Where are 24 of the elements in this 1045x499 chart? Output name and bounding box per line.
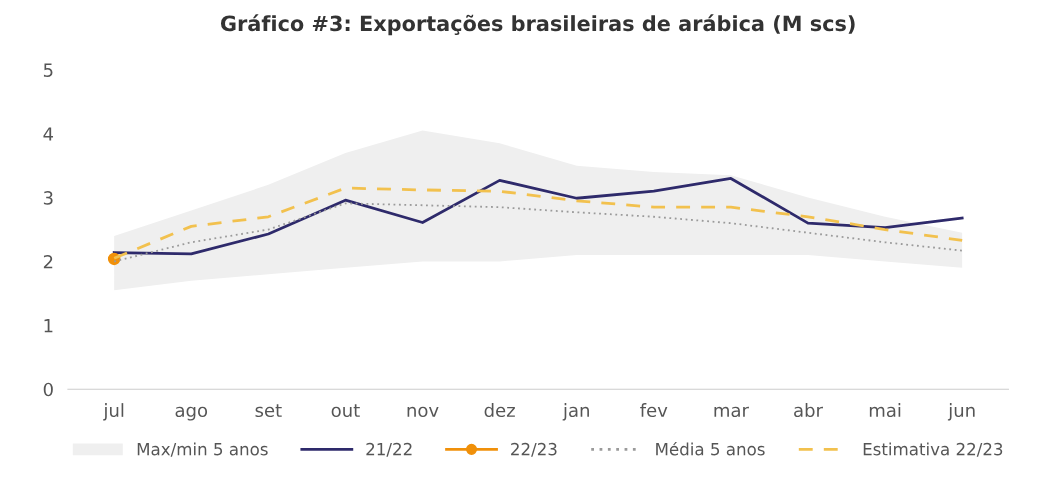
legend-label: 21/22 xyxy=(366,442,412,457)
x-tick-label: set xyxy=(255,404,282,418)
x-tick-label: jul xyxy=(103,403,124,421)
x-tick-label: dez xyxy=(484,403,515,418)
x-tick-label: jan xyxy=(562,403,589,421)
chart-title: Gráfico #3: Exportações brasileiras de arábica (M scs) xyxy=(220,14,855,36)
y-tick-label: 3 xyxy=(43,191,53,205)
legend-label: Estimativa 22/23 xyxy=(863,442,1003,457)
x-tick-label: fev xyxy=(640,403,668,418)
y-tick-label: 0 xyxy=(43,382,53,397)
text: Max/min 5 anos xyxy=(137,442,268,457)
y-tick-label: 2 xyxy=(43,254,53,269)
x-tick-label: abr xyxy=(794,403,823,418)
y-tick-label: 1 xyxy=(44,319,53,333)
y-tick-label: 4 xyxy=(43,127,54,141)
legend-label: Média 5 anos xyxy=(656,441,765,456)
legend-label: 22/23 xyxy=(511,442,557,457)
x-tick-label: out xyxy=(331,404,360,418)
x-tick-label: nov xyxy=(407,406,439,418)
y-tick-label: 5 xyxy=(43,63,53,77)
x-tick-label: mar xyxy=(714,406,749,418)
x-tick-label: mai xyxy=(869,403,901,418)
x-tick-label: jun xyxy=(947,403,975,421)
x-tick-label: ago xyxy=(175,406,208,421)
